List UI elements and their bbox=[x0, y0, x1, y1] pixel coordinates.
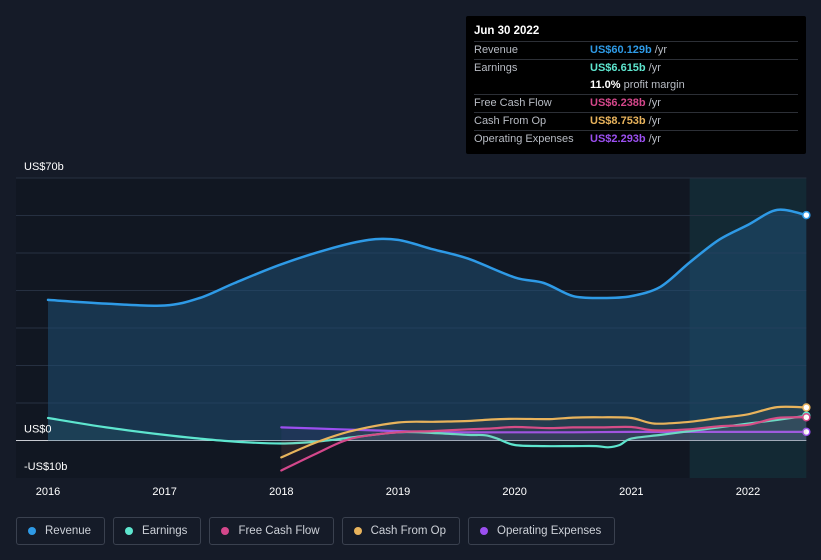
legend-dot-icon bbox=[125, 527, 134, 535]
tooltip-row: Earnings US$6.615b/yr bbox=[474, 59, 798, 77]
tooltip-row: Revenue US$60.129b/yr bbox=[474, 41, 798, 59]
legend-label: Operating Expenses bbox=[497, 525, 602, 537]
operating-expenses-line bbox=[280, 426, 808, 434]
legend-dot-icon bbox=[221, 527, 230, 535]
legend-label: Revenue bbox=[45, 525, 92, 537]
operating-expenses-area bbox=[281, 427, 807, 441]
revenue-area bbox=[48, 209, 807, 441]
cash-from-op-line bbox=[280, 405, 808, 459]
tooltip-value: US$6.615b bbox=[590, 62, 646, 74]
tooltip-label: Earnings bbox=[474, 62, 518, 74]
legend-item-operating-expenses[interactable]: Operating Expenses bbox=[468, 517, 616, 545]
x-tick-label: 2018 bbox=[269, 486, 293, 498]
y-tick-label: -US$10b bbox=[24, 461, 67, 473]
revenue-end-point bbox=[802, 210, 811, 220]
earnings-line bbox=[46, 414, 808, 449]
x-tick-label: 2022 bbox=[736, 486, 760, 498]
legend-label: Cash From Op bbox=[370, 525, 447, 537]
tooltip-value: US$60.129b bbox=[590, 44, 652, 56]
tooltip-unit: /yr bbox=[648, 133, 661, 145]
legend-item-free-cash-flow[interactable]: Free Cash Flow bbox=[209, 517, 334, 545]
tooltip-row: Free Cash Flow US$6.238b/yr bbox=[474, 94, 798, 112]
tooltip-label: Cash From Op bbox=[474, 115, 547, 127]
tooltip-value: US$6.238b bbox=[590, 97, 646, 109]
tooltip-label bbox=[474, 77, 590, 94]
tooltip-label: Free Cash Flow bbox=[474, 97, 552, 109]
tooltip-label: Revenue bbox=[474, 44, 519, 56]
tooltip-row: 11.0% profit margin bbox=[474, 77, 798, 94]
y-tick-label: US$70b bbox=[24, 161, 64, 173]
tooltip-row: Cash From Op US$8.753b/yr bbox=[474, 112, 798, 130]
x-tick-label: 2019 bbox=[386, 486, 410, 498]
data-tooltip: Jun 30 2022 Revenue US$60.129b/yr Earnings… bbox=[466, 16, 806, 154]
tooltip-date: Jun 30 2022 bbox=[474, 25, 540, 37]
tooltip-unit: /yr bbox=[648, 97, 661, 109]
tooltip-unit: /yr bbox=[648, 115, 661, 127]
legend-dot-icon bbox=[353, 527, 362, 535]
legend-dot-icon bbox=[28, 527, 36, 535]
free-cash-flow-line bbox=[280, 416, 808, 472]
x-tick-label: 2021 bbox=[619, 486, 643, 498]
y-tick-label: US$0 bbox=[24, 424, 52, 436]
tooltip-value: 11.0% bbox=[590, 79, 621, 91]
legend-label: Free Cash Flow bbox=[238, 525, 320, 537]
operating-expenses-end-point bbox=[802, 427, 811, 437]
legend-item-cash-from-op[interactable]: Cash From Op bbox=[341, 517, 461, 545]
tooltip-unit: /yr bbox=[648, 62, 661, 74]
legend-item-revenue[interactable]: Revenue bbox=[16, 517, 106, 545]
tooltip-label: Operating Expenses bbox=[474, 133, 574, 145]
x-tick-label: 2016 bbox=[36, 486, 60, 498]
tooltip-unit: profit margin bbox=[623, 79, 685, 91]
tooltip-value: US$8.753b bbox=[590, 115, 646, 127]
chart-legend: Revenue Earnings Free Cash Flow Cash From O… bbox=[16, 517, 616, 545]
x-tick-label: 2017 bbox=[152, 486, 176, 498]
legend-label: Earnings bbox=[142, 525, 188, 537]
free-cash-flow-end-point bbox=[802, 413, 811, 422]
revenue-line bbox=[46, 208, 808, 307]
tooltip-row: Operating Expenses US$2.293b/yr bbox=[474, 130, 798, 148]
cash-from-op-area bbox=[281, 406, 807, 458]
x-tick-label: 2020 bbox=[502, 486, 526, 498]
legend-dot-icon bbox=[480, 527, 489, 535]
tooltip-unit: /yr bbox=[654, 44, 667, 56]
cash-from-op-end-point bbox=[802, 403, 811, 412]
legend-item-earnings[interactable]: Earnings bbox=[113, 517, 202, 545]
tooltip-value: US$2.293b bbox=[590, 133, 646, 145]
